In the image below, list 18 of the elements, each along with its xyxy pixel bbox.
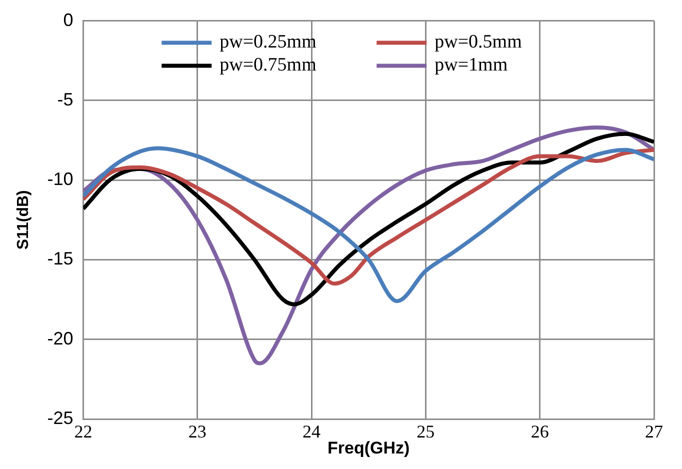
y-tick-label: -5 xyxy=(57,89,74,110)
x-axis-title: Freq(GHz) xyxy=(328,438,410,458)
x-tick-label: 27 xyxy=(645,422,663,442)
x-tick-label: 24 xyxy=(302,422,321,442)
y-tick-label: -15 xyxy=(47,248,74,269)
y-tick-label: -20 xyxy=(47,328,74,348)
x-tick-label: 26 xyxy=(530,422,549,442)
x-tick-label: 23 xyxy=(188,422,206,442)
legend-label: pw=0.25mm xyxy=(220,32,317,53)
x-tick-label: 22 xyxy=(74,422,92,442)
y-tick-label: -25 xyxy=(47,408,74,428)
y-axis-title: S11(dB) xyxy=(15,190,32,250)
legend-label: pw=1mm xyxy=(434,54,508,76)
y-tick-label: 0 xyxy=(63,10,74,30)
y-tick-label: -10 xyxy=(47,169,74,190)
legend-label: pw=0.5mm xyxy=(434,32,522,53)
legend-label: pw=0.75mm xyxy=(220,54,317,76)
x-tick-label: 25 xyxy=(416,422,435,442)
